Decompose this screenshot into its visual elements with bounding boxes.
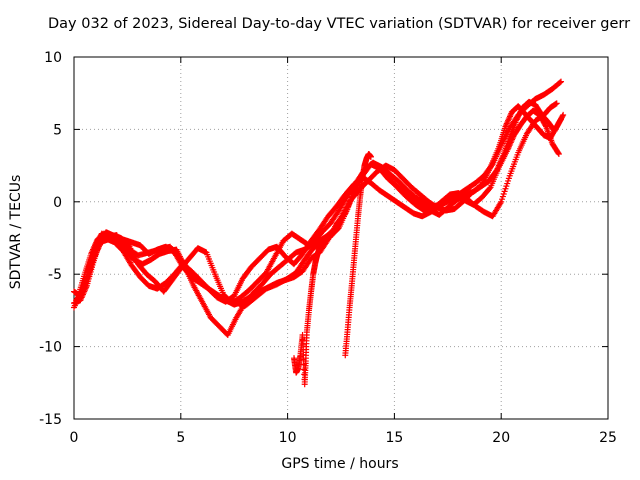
x-axis-label: GPS time / hours bbox=[281, 456, 399, 472]
data-point bbox=[367, 153, 374, 160]
data-point bbox=[542, 122, 549, 129]
y-tick-label: -5 bbox=[48, 267, 62, 283]
data-point bbox=[79, 285, 86, 292]
plot-border bbox=[73, 56, 609, 420]
data-point bbox=[553, 100, 560, 107]
series-dropout-a bbox=[291, 233, 334, 388]
data-point bbox=[557, 79, 564, 86]
data-point bbox=[555, 151, 562, 158]
data-point bbox=[83, 271, 90, 278]
data-markers bbox=[71, 78, 567, 388]
data-point bbox=[80, 282, 87, 289]
y-tick-label: -10 bbox=[39, 340, 62, 356]
plot-frame bbox=[73, 56, 609, 420]
y-tick-label: -15 bbox=[39, 412, 62, 428]
x-tick-label: 15 bbox=[385, 430, 403, 446]
y-tick-label: 0 bbox=[53, 195, 62, 211]
data-point bbox=[560, 111, 567, 118]
x-tick-label: 20 bbox=[492, 430, 510, 446]
grid-lines bbox=[74, 57, 608, 419]
data-point bbox=[87, 259, 94, 266]
data-point bbox=[498, 198, 505, 205]
x-tick-label: 25 bbox=[599, 430, 617, 446]
y-tick-label: 5 bbox=[53, 122, 62, 138]
data-point bbox=[504, 180, 511, 187]
data-point bbox=[558, 116, 565, 123]
x-tick-label: 5 bbox=[176, 430, 185, 446]
data-point bbox=[499, 193, 506, 200]
data-point bbox=[502, 185, 509, 192]
data-point bbox=[84, 268, 91, 275]
data-point bbox=[82, 276, 89, 283]
data-point bbox=[557, 117, 564, 124]
axis-ticks: 0 5 10 15 20 25 10 5 0 -5 -10 -15 bbox=[39, 50, 617, 446]
data-point bbox=[505, 175, 512, 182]
y-axis-label: SDTVAR / TECUs bbox=[8, 174, 24, 290]
series-track-1 bbox=[71, 103, 567, 308]
series-track-4 bbox=[75, 100, 560, 339]
data-point bbox=[82, 274, 89, 281]
series-track-5 bbox=[71, 78, 565, 311]
data-point bbox=[503, 183, 510, 190]
x-tick-label: 0 bbox=[70, 430, 79, 446]
data-point bbox=[86, 262, 93, 269]
data-point bbox=[85, 265, 92, 272]
data-point bbox=[499, 196, 506, 203]
data-point bbox=[555, 150, 562, 157]
data-point bbox=[486, 185, 493, 192]
y-tick-label: 10 bbox=[44, 50, 62, 66]
data-point bbox=[505, 177, 512, 184]
data-point bbox=[500, 190, 507, 197]
data-point bbox=[558, 78, 565, 85]
x-tick-label: 10 bbox=[279, 430, 297, 446]
series-track-2 bbox=[71, 98, 565, 307]
data-point bbox=[488, 162, 495, 169]
data-point bbox=[559, 113, 566, 120]
series-dropout-b bbox=[342, 151, 374, 359]
data-point bbox=[501, 188, 508, 195]
chart-title: Day 032 of 2023, Sidereal Day-to-day VTE… bbox=[48, 16, 631, 32]
data-point bbox=[81, 279, 88, 286]
data-point bbox=[327, 233, 334, 240]
